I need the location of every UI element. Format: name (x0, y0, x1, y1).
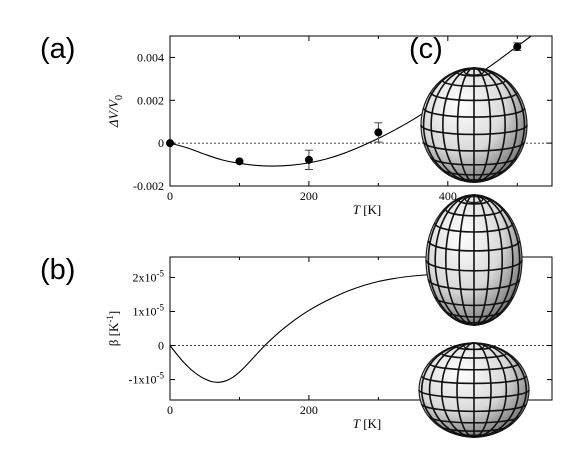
longitude-line (422, 67, 475, 183)
data-point (304, 155, 313, 164)
panel-label-c: (c) (409, 33, 443, 65)
longitude-line (473, 67, 506, 183)
longitude-line (473, 342, 508, 438)
y-tick-base: 0 (158, 339, 164, 353)
longitude-line (473, 194, 503, 326)
longitude-line (442, 67, 475, 183)
longitude-line (427, 194, 475, 326)
longitude-line (473, 342, 492, 438)
longitude-line (456, 342, 475, 438)
longitude-line (473, 194, 514, 326)
panel-label-b: (b) (40, 254, 75, 286)
pole-cap (463, 68, 485, 76)
nucleus-shape-bottom (418, 342, 530, 438)
nucleus-shape-middle (425, 194, 523, 326)
data-point (235, 157, 244, 166)
x-axis-label-b: T [K] (353, 416, 382, 431)
longitude-line (445, 194, 475, 326)
y-tick-exp: -5 (157, 371, 165, 381)
pole-cap (464, 195, 484, 204)
longitude-line (428, 342, 475, 438)
y-axis-close: ] (106, 311, 121, 315)
series-group-b (170, 273, 476, 383)
longitude-line (430, 67, 475, 183)
plot-frame-a (169, 35, 553, 187)
y-axis-sub: 0 (114, 95, 125, 100)
pole-cap (463, 342, 485, 350)
y-tick-exp: -5 (157, 268, 165, 278)
longitude-line (473, 67, 518, 183)
y-axis-label-b: β [K-1] (105, 311, 121, 346)
y-tick-base: -1x10 (129, 373, 157, 387)
y-tick-base: 1x10 (133, 304, 157, 318)
x-tick-label-b: 200 (300, 403, 318, 417)
x-axis-unit: [K] (360, 416, 381, 431)
y-tick-label-b: 1x10-5 (133, 302, 165, 318)
x-tick-label-a: 200 (300, 189, 318, 203)
longitude-line (434, 194, 475, 326)
y-tick-base: 2x10 (133, 270, 157, 284)
data-point (166, 139, 174, 148)
y-tick-label-a: 0.002 (137, 93, 164, 107)
nucleus-shape-top (420, 67, 528, 183)
y-tick-label-b: -1x10-5 (129, 371, 165, 387)
longitude-line (420, 342, 475, 438)
y-axis-label-a: ΔV/V0 (106, 95, 125, 128)
y-tick-label-a: 0.004 (137, 50, 164, 64)
x-tick-label-a: 400 (439, 189, 457, 203)
data-point (374, 128, 383, 137)
x-axis-var: T (353, 416, 361, 431)
y-tick-label-b: 0 (158, 339, 164, 353)
nucleus-shapes (418, 67, 530, 438)
longitude-line (440, 342, 475, 438)
x-tick-label-a: 0 (167, 189, 173, 203)
x-tick-label-b: 0 (167, 403, 173, 417)
longitude-line (473, 342, 528, 438)
x-axis-label-a: T [K] (353, 202, 382, 217)
y-tick-label-b: 2x10-5 (133, 268, 165, 284)
y-axis-text: β [K (106, 322, 121, 346)
y-axis-var: ΔV/V (106, 98, 121, 128)
plot-frame-b (169, 256, 553, 401)
longitude-line (473, 67, 526, 183)
series-line-b (170, 273, 476, 383)
y-tick-label-a: 0 (158, 136, 164, 150)
y-tick-exp: -5 (157, 302, 165, 312)
x-axis-var: T (353, 202, 361, 217)
longitude-line (473, 194, 521, 326)
panel-label-a: (a) (40, 33, 75, 65)
y-tick-label-a: -0.002 (133, 179, 164, 193)
y-axis-sup: -1 (105, 315, 115, 323)
x-axis-unit: [K] (360, 202, 381, 217)
longitude-line (473, 342, 520, 438)
data-point (513, 42, 522, 51)
